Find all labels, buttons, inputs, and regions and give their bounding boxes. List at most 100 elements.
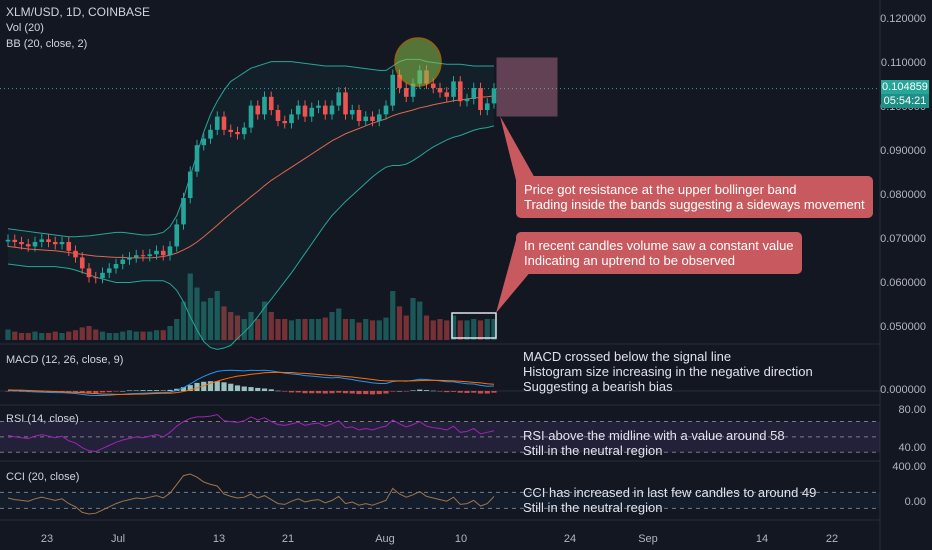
candle-body — [214, 116, 220, 130]
bollinger-basis-line — [7, 95, 495, 259]
note-line: MACD crossed below the signal line — [523, 349, 732, 364]
volume-bar — [356, 322, 362, 340]
macd-histogram-bar — [5, 391, 11, 392]
macd-histogram-bar — [288, 391, 295, 393]
candle-body — [221, 116, 227, 130]
macd-histogram-bar — [187, 385, 193, 391]
volume-bar — [248, 312, 254, 340]
macd-histogram-bar — [423, 390, 430, 391]
volume-bar — [39, 333, 45, 340]
candle-body — [181, 198, 186, 225]
candle-body — [309, 107, 315, 117]
volume-bar — [403, 315, 409, 340]
macd-histogram-bar — [207, 381, 214, 391]
candle-body — [444, 92, 450, 97]
macd-histogram-bar — [410, 390, 416, 391]
volume-bar — [437, 319, 443, 340]
candle-body — [79, 257, 85, 269]
candle-body — [478, 88, 483, 110]
candle-body — [464, 99, 470, 102]
volume-bar — [396, 306, 403, 340]
macd-histogram-bar — [140, 390, 146, 391]
date-tick: 21 — [281, 533, 295, 545]
countdown-tag: 05:54:21 — [881, 94, 929, 108]
callout-line: Indicating an uptrend to be observed — [524, 253, 736, 268]
volume-bar — [491, 319, 497, 340]
date-tick: 22 — [825, 533, 839, 545]
bollinger-indicator-label: BB (20, close, 2) — [6, 38, 88, 50]
candle-body — [356, 110, 362, 121]
candle-body — [208, 129, 213, 139]
volume-bar — [140, 331, 146, 340]
volume-bar — [160, 330, 166, 340]
volume-bar — [86, 326, 92, 340]
candle-body — [363, 116, 369, 121]
macd-histogram-bar — [147, 390, 153, 391]
candle-body — [255, 105, 261, 115]
volume-bar — [93, 329, 99, 340]
macd-histogram-bar — [417, 389, 423, 391]
macd-histogram-bar — [79, 391, 85, 393]
date-tick: 13 — [212, 533, 226, 545]
date-tick: Aug — [375, 533, 395, 545]
candle-body — [241, 127, 247, 135]
candle-body — [46, 239, 51, 242]
macd-histogram-bar — [315, 391, 322, 394]
macd-histogram-bar — [295, 391, 301, 393]
volume-bar — [79, 327, 85, 340]
volume-bar — [336, 308, 342, 340]
projection-box — [496, 57, 558, 117]
macd-histogram-bar — [403, 391, 409, 392]
volume-bar — [315, 319, 322, 340]
volume-bar — [194, 287, 200, 340]
macd-histogram-bar — [241, 386, 247, 391]
volume-bar — [180, 301, 187, 340]
candle-body — [5, 239, 11, 242]
volume-bar — [241, 319, 247, 340]
macd-histogram-bar — [275, 390, 281, 392]
callout-line: Trading inside the bands suggesting a si… — [524, 197, 865, 212]
volume-bar — [390, 291, 396, 340]
candle-body — [25, 244, 31, 247]
cci-note: CCI has increased in last few candles to… — [523, 485, 816, 515]
note-line: Still in the neutral region — [523, 500, 663, 515]
volume-indicator-label: Vol (20) — [6, 22, 44, 34]
volume-bar — [221, 306, 227, 340]
candle-body — [343, 92, 348, 115]
volume-bar — [417, 301, 423, 340]
candle-body — [187, 171, 193, 198]
candle-body — [235, 132, 240, 135]
macd-histogram-bar — [234, 385, 241, 391]
volume-bar — [309, 319, 315, 340]
volume-bar — [59, 333, 65, 340]
candle-body — [140, 255, 146, 257]
macd-histogram-bar — [396, 391, 403, 392]
volume-bar — [464, 320, 470, 340]
volume-bar — [410, 298, 416, 340]
signal-line — [7, 371, 495, 395]
volume-bar — [471, 319, 477, 340]
date-tick: 10 — [454, 533, 468, 545]
volume-bar — [5, 329, 11, 340]
callout-pointer — [500, 116, 536, 180]
candle-body — [484, 103, 490, 110]
rsi-note: RSI above the midline with a value aroun… — [523, 428, 785, 458]
macd-histogram-bar — [133, 390, 139, 391]
candle-body — [73, 250, 78, 258]
macd-histogram-bar — [322, 391, 328, 394]
volume-bar — [113, 333, 119, 340]
volume-bar — [261, 301, 268, 340]
date-tick: 14 — [755, 533, 769, 545]
candle-body — [86, 268, 92, 278]
macd-histogram-bar — [457, 391, 463, 393]
candle-body — [106, 268, 112, 273]
candle-body — [52, 242, 58, 245]
cci-indicator-label: CCI (20, close) — [6, 471, 80, 483]
macd-histogram-bar — [390, 391, 396, 392]
volume-bar — [288, 320, 295, 340]
note-line: CCI has increased in last few candles to… — [523, 485, 817, 500]
volume-bar — [207, 298, 214, 340]
macd-histogram-bar — [86, 391, 92, 393]
